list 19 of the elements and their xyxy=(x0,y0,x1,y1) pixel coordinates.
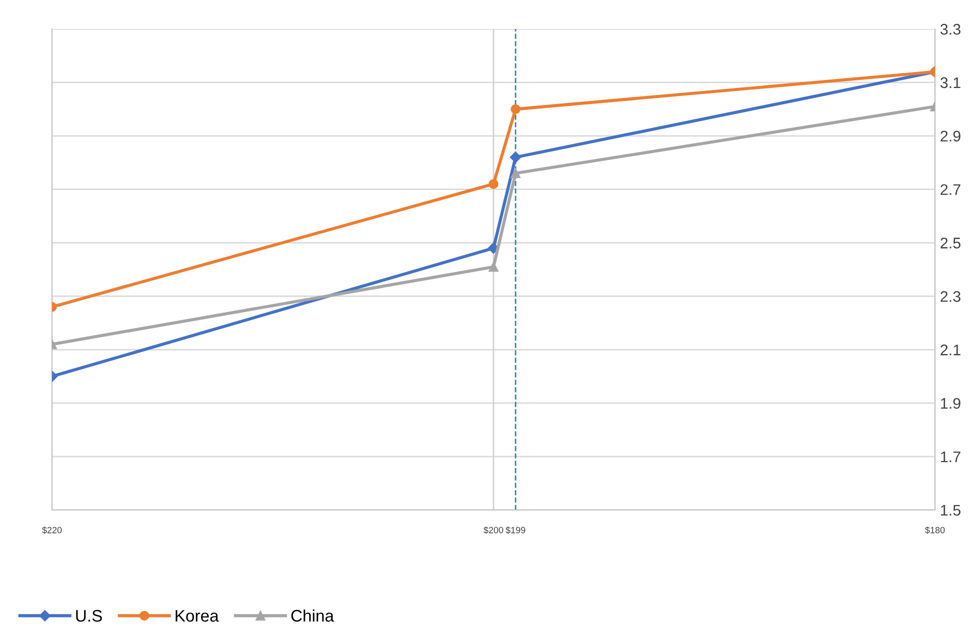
point xyxy=(510,152,522,163)
x-tick-label: $180 xyxy=(925,526,945,534)
y-tick-label: 2.5 xyxy=(940,238,960,248)
y-tick-label: 2.7 xyxy=(940,184,960,195)
x-tick-label: $220 xyxy=(42,526,62,534)
legend-label: Korea xyxy=(176,610,219,622)
y-tick-label: 1.5 xyxy=(941,505,960,516)
y-tick-label: 2.9 xyxy=(940,130,960,142)
legend-label: China xyxy=(291,609,334,622)
point xyxy=(488,242,500,254)
y-tick-label: 1.7 xyxy=(941,452,960,462)
legend-label: U.S xyxy=(76,610,102,622)
x-tick-label: $199 xyxy=(506,526,526,534)
y-tick-label: 2.1 xyxy=(940,344,960,356)
y-tick-label: 3.3 xyxy=(940,24,960,35)
y-tick-label: 1.9 xyxy=(941,398,960,409)
x-tick-label: $200 xyxy=(484,526,504,534)
y-tick-label: 2.3 xyxy=(940,291,960,302)
y-tick-label: 3.1 xyxy=(940,77,960,88)
